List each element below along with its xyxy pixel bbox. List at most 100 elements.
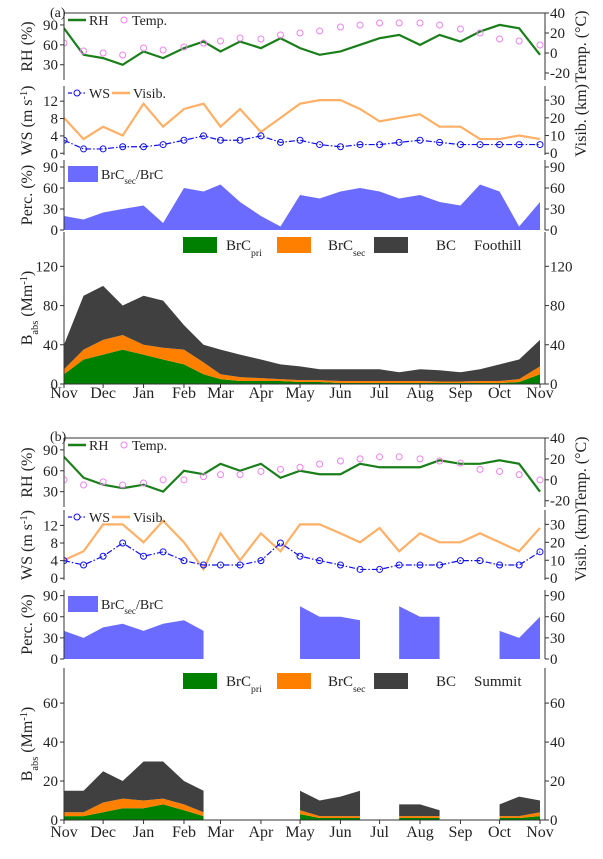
- marker-ws: [376, 141, 384, 149]
- plot-area: [64, 606, 540, 659]
- y-axis-label-left: RH (%): [19, 21, 36, 71]
- legend-label: Visib.: [133, 511, 166, 526]
- marker-ws: [496, 141, 504, 149]
- y-tick-label-right: 60: [550, 696, 565, 712]
- legend-label: BrCsec: [328, 238, 366, 259]
- y-tick-label-right: 20: [550, 26, 565, 42]
- marker-ws: [236, 136, 244, 144]
- y-axis-label-right: Temp. (°C): [573, 437, 590, 509]
- legend-label: BC: [436, 674, 456, 690]
- x-tick-label: Sep: [448, 385, 472, 402]
- x-tick-label: Feb: [172, 824, 196, 841]
- legend: RH Temp.: [68, 439, 167, 454]
- panel-label: (a): [50, 6, 66, 21]
- x-tick-label: Aug: [406, 385, 434, 402]
- y-tick-label-left: 60: [43, 464, 58, 480]
- x-tick-label: Jan: [133, 824, 154, 841]
- marker-temp: [200, 473, 208, 481]
- y-tick-label-right: 0: [550, 652, 558, 668]
- marker-temp: [99, 49, 107, 57]
- x-tick-label: Nov: [526, 385, 554, 402]
- marker-temp: [515, 37, 523, 45]
- y-tick-label-right: 90: [550, 160, 565, 176]
- marker-temp: [140, 44, 148, 52]
- y-tick-label-left: 60: [43, 696, 58, 712]
- legend: WS Visib.: [68, 511, 166, 526]
- marker-temp: [395, 453, 403, 461]
- marker-ws: [257, 557, 265, 565]
- y-tick-label-left: 60: [43, 181, 58, 197]
- subplot-1: 30 60 90 -20 0 20 40 RH (%) Temp. (°C) RH Temp.: [19, 431, 590, 510]
- legend: RH Temp.: [68, 14, 167, 29]
- legend-swatch: [183, 673, 217, 689]
- legend-label: BrCpri: [226, 238, 262, 259]
- legend-label: BrCsec/BrC: [101, 168, 163, 186]
- legend-marker: [73, 513, 81, 521]
- y-tick-label-left: 0: [51, 377, 59, 393]
- marker-ws: [316, 557, 324, 565]
- y-tick-label-right: 0: [550, 473, 558, 489]
- legend-marker: [73, 89, 81, 97]
- marker-temp: [316, 27, 324, 35]
- marker-temp: [257, 35, 265, 43]
- area-brcpri: [300, 814, 361, 820]
- x-tick-label: Nov: [50, 824, 78, 841]
- x-tick-label: Nov: [526, 824, 554, 841]
- marker-ws: [180, 136, 188, 144]
- y-tick-label-right: 30: [550, 517, 565, 533]
- y-tick-label-left: 0: [51, 146, 59, 162]
- y-axis-label-right: Visib. (km): [573, 84, 590, 157]
- y-tick-label-right: 60: [550, 181, 565, 197]
- y-tick-label-left: 60: [43, 38, 58, 54]
- y-axis-label-right: Visib. (km): [573, 509, 590, 582]
- marker-temp: [496, 35, 504, 43]
- marker-ws: [200, 132, 208, 140]
- y-tick-label-left: 40: [43, 735, 58, 751]
- marker-temp: [336, 457, 344, 465]
- legend-label: WS: [89, 511, 110, 526]
- marker-temp: [515, 471, 523, 479]
- marker-ws: [99, 145, 107, 153]
- y-tick-label-left: 90: [43, 160, 58, 176]
- marker-ws: [236, 561, 244, 569]
- marker-temp: [395, 19, 403, 27]
- marker-temp: [456, 459, 464, 467]
- x-tick-label: Jul: [370, 385, 389, 402]
- y-tick-label-left: 0: [51, 652, 59, 668]
- y-tick-label-right: -20: [550, 66, 570, 82]
- area-brcsecbrc: [499, 616, 540, 659]
- plot-area: [64, 184, 540, 230]
- x-tick-label: Nov: [50, 385, 78, 402]
- y-tick-label-left: 20: [43, 774, 58, 790]
- x-tick-label: Sep: [448, 824, 472, 841]
- marker-temp: [99, 478, 107, 486]
- legend-swatch: [277, 237, 311, 253]
- marker-temp: [159, 46, 167, 54]
- legend-label: RH: [89, 14, 108, 29]
- marker-temp: [416, 19, 424, 27]
- marker-temp: [276, 31, 284, 39]
- site-label: Foothill: [474, 238, 522, 254]
- marker-ws: [99, 552, 107, 560]
- marker-temp: [356, 21, 364, 29]
- marker-temp: [236, 471, 244, 479]
- x-tick-label: Oct: [488, 824, 512, 841]
- plot-area: [64, 519, 544, 573]
- x-tick-label: Dec: [90, 385, 116, 402]
- marker-ws: [356, 141, 364, 149]
- marker-ws: [80, 561, 88, 569]
- marker-temp: [336, 23, 344, 31]
- line-visib: [64, 99, 541, 141]
- area-bc: [399, 804, 440, 817]
- y-tick-label-left: 90: [43, 443, 58, 459]
- area-brcsecbrc: [64, 184, 540, 230]
- marker-temp: [476, 465, 484, 473]
- legend-label: BrCsec/BrC: [101, 598, 163, 616]
- legend-label: WS: [89, 87, 110, 102]
- x-tick-label: Dec: [90, 824, 116, 841]
- marker-ws: [476, 141, 484, 149]
- x-tick-label: Jan: [133, 385, 154, 402]
- plot-area: [64, 19, 544, 66]
